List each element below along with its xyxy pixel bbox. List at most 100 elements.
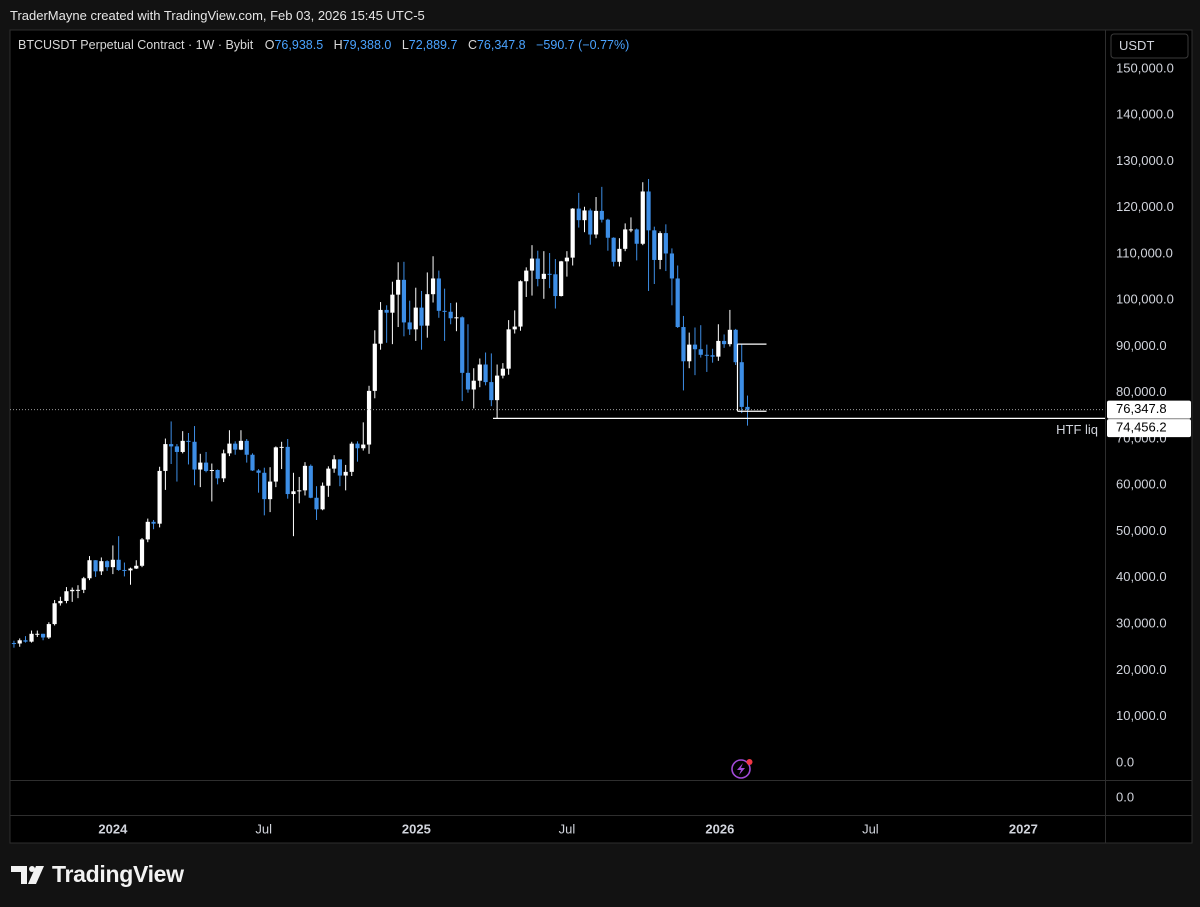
candle-body — [733, 329, 738, 363]
candle-body — [186, 440, 191, 442]
y-tick-label: 30,000.0 — [1116, 616, 1167, 631]
candle-body — [576, 208, 581, 221]
candle-body — [29, 633, 34, 642]
candle-body — [52, 603, 57, 625]
y-tick-label: 80,000.0 — [1116, 384, 1167, 399]
candle-body — [646, 191, 651, 231]
y-tick-label: 100,000.0 — [1116, 292, 1174, 307]
candle-body — [704, 354, 709, 356]
candle-body — [692, 344, 698, 350]
x-tick-label: Jul — [559, 821, 576, 836]
candle-body — [99, 561, 104, 572]
candle-body — [460, 317, 465, 373]
candle-body — [617, 248, 622, 262]
y-tick-label: 10,000.0 — [1116, 708, 1167, 723]
legend-low: 72,889.7 — [408, 38, 458, 52]
legend-high: 79,388.0 — [342, 38, 392, 52]
y-tick-label: 110,000.0 — [1116, 245, 1173, 260]
candle-body — [739, 362, 744, 407]
candle-body — [238, 440, 244, 450]
candle-body — [628, 229, 634, 231]
header-text: TraderMayne created with TradingView.com… — [10, 8, 425, 23]
legend-close: 76,347.8 — [476, 38, 526, 52]
candle-body — [681, 327, 686, 362]
candle-body — [122, 569, 127, 571]
candle-body — [390, 294, 395, 313]
candle-body — [396, 279, 401, 295]
candle-body — [727, 329, 732, 345]
candle-body — [599, 210, 604, 220]
x-tick-label: Jul — [255, 821, 272, 836]
candle-body — [500, 368, 505, 376]
candle-body — [675, 278, 680, 328]
candle-body — [337, 459, 342, 476]
candle-body — [454, 317, 459, 319]
candle-body — [291, 491, 296, 495]
candle-body — [17, 640, 22, 644]
y-tick-label: 50,000.0 — [1116, 523, 1167, 538]
candle-body — [535, 258, 540, 279]
candle-body — [302, 465, 308, 491]
candle-body — [419, 307, 424, 326]
candle-body — [687, 344, 692, 362]
x-tick-label: 2024 — [98, 821, 128, 836]
candle-body — [273, 447, 278, 482]
candle-body — [262, 472, 267, 500]
legend-low-prefix: L — [401, 38, 409, 52]
brand-logo — [11, 866, 44, 884]
candle-body — [233, 443, 238, 450]
plot-area — [10, 178, 1105, 648]
candle-body — [128, 568, 133, 571]
legend-title: BTCUSDT Perpetual Contract · 1W · Bybit — [18, 38, 254, 52]
x-tick-label: 2027 — [1009, 821, 1038, 836]
candle-body — [722, 340, 727, 345]
candle-body — [157, 470, 162, 524]
candle-body — [244, 440, 249, 455]
candle-body — [110, 559, 115, 568]
legend-change: −590.7 (−0.77%) — [536, 38, 630, 52]
last-price-tag: 76,347.8 — [1116, 401, 1167, 416]
brand-name: TradingView — [52, 861, 184, 887]
candle-body — [640, 191, 645, 244]
candle-body — [605, 219, 610, 238]
candle-body — [669, 253, 675, 279]
candle-body — [198, 462, 203, 470]
currency-box[interactable] — [1110, 33, 1189, 59]
level-price-tag-box — [1107, 419, 1191, 438]
candle-body — [547, 273, 552, 275]
candle-body — [611, 237, 616, 262]
y-tick-label: 40,000.0 — [1116, 569, 1167, 584]
candle-body — [355, 443, 360, 449]
candle-body — [174, 446, 180, 452]
candle-body — [209, 470, 214, 472]
candle-body — [710, 355, 715, 357]
candle-body — [489, 382, 494, 401]
candle-body — [401, 279, 407, 323]
candle-body — [570, 208, 575, 258]
alert-icon[interactable] — [731, 759, 753, 779]
candle-body — [250, 454, 255, 471]
candle-body — [70, 589, 75, 592]
candle-body — [564, 257, 570, 262]
candle-body — [145, 521, 150, 540]
candle-body — [425, 294, 430, 326]
candle-body — [40, 633, 46, 638]
candle-body — [361, 444, 366, 449]
lower-pane-tick-label: 0.0 — [1116, 789, 1134, 804]
y-tick-label: 140,000.0 — [1116, 107, 1174, 122]
candle-body — [169, 444, 174, 447]
candle-body — [326, 468, 331, 486]
y-tick-label: 90,000.0 — [1116, 338, 1167, 353]
legend-open-prefix: O — [264, 38, 275, 52]
candle-body — [477, 364, 482, 381]
candle-body — [35, 633, 40, 635]
candle-body — [151, 521, 156, 524]
candle-body — [134, 565, 139, 569]
candle-body — [105, 561, 110, 568]
candle-body — [227, 443, 232, 454]
legend-high-prefix: H — [333, 38, 343, 52]
candle-body — [506, 329, 511, 369]
candle-body — [343, 471, 348, 476]
x-tick-label: 2026 — [705, 821, 734, 836]
